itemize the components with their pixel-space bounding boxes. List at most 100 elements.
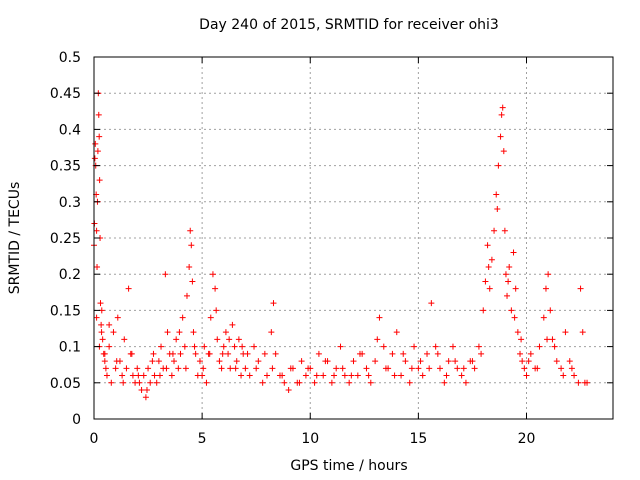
data-point (199, 372, 206, 379)
data-point (331, 372, 338, 379)
data-point (505, 278, 512, 285)
data-point (229, 321, 236, 328)
data-point (163, 365, 170, 372)
data-point (140, 372, 147, 379)
data-point (171, 358, 178, 365)
data-point (551, 343, 558, 350)
chart-title: Day 240 of 2015, SRMTID for receiver ohi… (199, 17, 499, 33)
data-point (523, 372, 530, 379)
data-point (443, 372, 450, 379)
data-point (156, 372, 163, 379)
data-point (363, 365, 370, 372)
data-point (547, 307, 554, 314)
data-point (162, 271, 169, 278)
data-point (482, 278, 489, 285)
data-point (527, 350, 534, 357)
data-point (549, 336, 556, 343)
y-tick-label: 0.1 (59, 340, 81, 356)
data-point (102, 365, 109, 372)
data-point (389, 350, 396, 357)
data-point (497, 133, 504, 140)
data-point (106, 343, 113, 350)
data-point (402, 358, 409, 365)
data-point (560, 372, 567, 379)
data-point (92, 140, 99, 147)
data-point (374, 336, 381, 343)
data-point (244, 350, 251, 357)
data-point (179, 314, 186, 321)
data-point (246, 372, 253, 379)
data-point (112, 365, 119, 372)
data-point (305, 365, 312, 372)
data-point (434, 350, 441, 357)
data-point (279, 372, 286, 379)
data-point (125, 285, 132, 292)
data-point (220, 343, 227, 350)
data-point (238, 372, 245, 379)
data-point (94, 263, 101, 270)
y-tick-label: 0.25 (50, 231, 81, 247)
data-point (149, 358, 156, 365)
data-point (187, 227, 194, 234)
data-point (501, 227, 508, 234)
data-point (114, 314, 121, 321)
data-point (120, 379, 127, 386)
data-point (251, 343, 258, 350)
data-point (504, 292, 511, 299)
data-point (222, 329, 229, 336)
data-point (391, 372, 398, 379)
data-point (168, 372, 175, 379)
data-point (264, 372, 270, 379)
data-point (182, 365, 189, 372)
data-point (493, 191, 500, 198)
data-point (521, 365, 528, 372)
data-point (93, 314, 100, 321)
data-point (225, 350, 232, 357)
data-point (346, 379, 353, 386)
data-point (96, 177, 103, 184)
data-point (296, 379, 303, 386)
data-point (101, 350, 108, 357)
data-point (498, 111, 505, 118)
data-point (181, 343, 188, 350)
data-point (494, 206, 501, 213)
x-tick-label: 20 (518, 431, 536, 447)
data-point (173, 336, 180, 343)
y-tick-label: 0.45 (50, 86, 81, 102)
data-point (341, 372, 348, 379)
data-point (214, 336, 221, 343)
data-point (191, 343, 198, 350)
data-point (177, 350, 184, 357)
y-tick-labels: 0 0.05 0.1 0.15 0.2 0.25 0.3 0.35 0.4 0.45 0.5 (50, 50, 81, 428)
data-point (382, 365, 389, 372)
data-point (581, 379, 588, 386)
data-point (138, 387, 145, 394)
data-point (517, 350, 524, 357)
data-point (484, 242, 491, 249)
data-point (302, 372, 309, 379)
data-point (253, 365, 260, 372)
data-point (534, 365, 541, 372)
data-point (231, 343, 238, 350)
data-point (183, 292, 190, 299)
data-point (350, 358, 357, 365)
data-point (519, 358, 526, 365)
data-point (164, 329, 171, 336)
data-point (285, 387, 292, 394)
data-point (426, 365, 433, 372)
data-point (227, 365, 234, 372)
data-point (91, 155, 98, 162)
data-point (486, 285, 493, 292)
data-point (142, 394, 149, 401)
data-point (175, 365, 182, 372)
data-point (226, 336, 233, 343)
data-point (469, 358, 476, 365)
data-point (562, 329, 569, 336)
y-axis-label: SRMTID / TECUs (7, 182, 23, 295)
data-point (101, 358, 108, 365)
data-point (545, 271, 552, 278)
data-point (128, 350, 135, 357)
data-point (281, 379, 288, 386)
data-point (269, 365, 276, 372)
